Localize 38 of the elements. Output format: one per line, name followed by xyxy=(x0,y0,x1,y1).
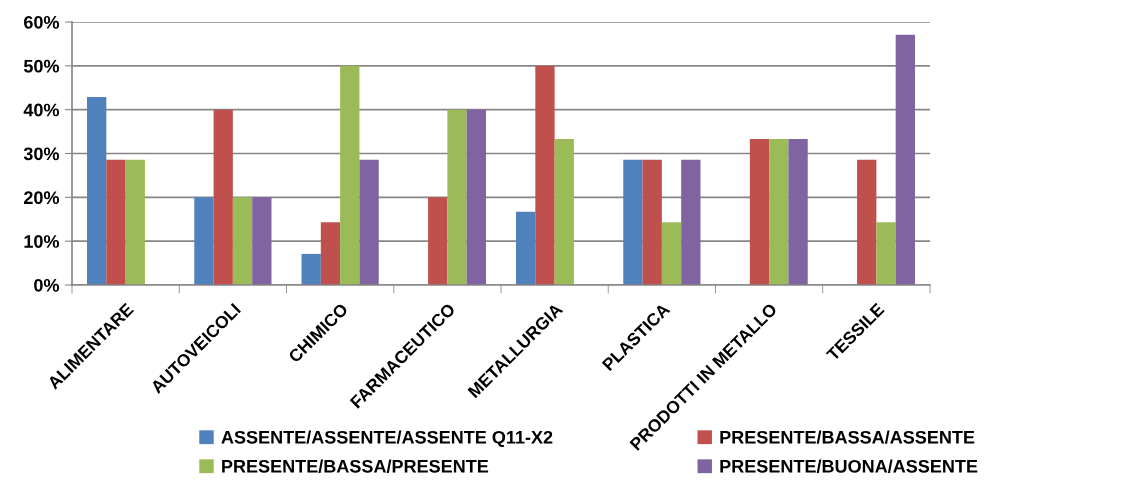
y-tick-label: 40% xyxy=(23,103,60,117)
bar xyxy=(895,34,915,285)
bar xyxy=(428,197,448,285)
bar xyxy=(340,65,360,285)
bar xyxy=(320,222,341,285)
y-tick-label: 20% xyxy=(23,191,60,205)
bar xyxy=(516,211,536,285)
bar xyxy=(554,139,574,285)
bar xyxy=(87,96,107,285)
bar xyxy=(769,139,789,285)
bar xyxy=(876,222,896,285)
bar xyxy=(661,222,682,285)
bar xyxy=(642,159,662,285)
bar xyxy=(213,109,233,285)
bar xyxy=(359,159,379,285)
bar xyxy=(125,159,145,285)
y-tick-label: 50% xyxy=(23,59,60,73)
legend-label: PRESENTE/BASSA/PRESENTE xyxy=(222,459,489,473)
bar xyxy=(106,159,126,285)
bar xyxy=(749,139,770,285)
bar xyxy=(535,65,555,285)
legend-label: ASSENTE/ASSENTE/ASSENTE Q11-X2 xyxy=(221,430,553,448)
y-tick-label: 0% xyxy=(34,278,60,292)
legend-label: PRESENTE/BASSA/ASSENTE xyxy=(720,430,975,444)
y-tick-label: 60% xyxy=(24,15,60,29)
legend-label: PRESENTE/BUONA/ASSENTE xyxy=(720,459,978,473)
bar xyxy=(301,253,321,285)
bar xyxy=(194,197,214,285)
y-tick-label: 10% xyxy=(24,235,60,248)
bar xyxy=(252,197,272,285)
bar xyxy=(857,159,877,285)
bar xyxy=(623,159,643,285)
bar xyxy=(232,197,253,285)
bar xyxy=(447,109,467,285)
bar xyxy=(466,109,486,285)
bar xyxy=(788,139,808,285)
y-tick-label: 30% xyxy=(23,147,60,161)
bar xyxy=(681,159,701,285)
